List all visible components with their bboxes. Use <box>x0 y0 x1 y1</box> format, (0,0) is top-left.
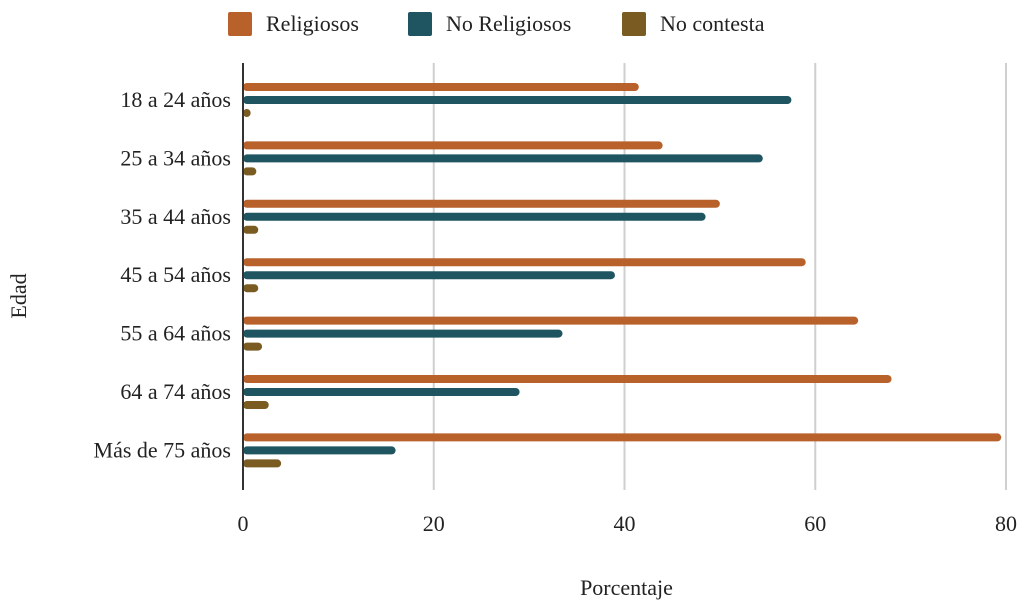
bar-no-contesta-35-a-44-anos <box>243 225 259 234</box>
x-tick-label-80: 80 <box>995 511 1017 536</box>
x-tick-label-20: 20 <box>423 511 445 536</box>
legend: Religiosos No Religiosos No contesta <box>0 8 1023 40</box>
bar-no-religiosos-25-a-34-anos <box>243 154 763 163</box>
category-labels: 18 a 24 años 25 a 34 años 35 a 44 años 45 a… <box>94 87 231 462</box>
bar-no-contesta-55-a-64-anos <box>243 342 263 351</box>
y-axis-title: Edad <box>6 273 31 318</box>
bar-no-religiosos-64-a-74-anos <box>243 388 520 396</box>
legend-item-religiosos: Religiosos <box>228 8 359 40</box>
bar-no-religiosos-55-a-64-anos <box>243 329 563 338</box>
legend-label-no-contesta: No contesta <box>660 11 765 36</box>
x-tick-label-40: 40 <box>614 511 636 536</box>
bar-religiosos-18-a-24-anos <box>243 83 639 91</box>
bar-no-contesta-18-a-24-anos <box>243 109 251 117</box>
x-axis-title: Porcentaje <box>580 575 673 600</box>
bar-religiosos-25-a-34-anos <box>243 141 663 150</box>
bars <box>243 83 1002 468</box>
x-tick-label-60: 60 <box>804 511 826 536</box>
bar-no-contesta-64-a-74-anos <box>243 401 269 409</box>
legend-swatch-no-contesta <box>622 12 646 36</box>
bar-no-religiosos-mas-de-75-anos <box>243 446 396 455</box>
legend-swatch-religiosos <box>228 12 252 36</box>
legend-label-religiosos: Religiosos <box>266 11 359 36</box>
category-label-18-a-24-anos: 18 a 24 años <box>120 87 231 112</box>
category-label-25-a-34-anos: 25 a 34 años <box>120 145 231 170</box>
bar-religiosos-55-a-64-anos <box>243 316 859 325</box>
x-tick-label-0: 0 <box>238 511 249 536</box>
bar-no-religiosos-18-a-24-anos <box>243 96 792 104</box>
bar-no-contesta-25-a-34-anos <box>243 167 257 176</box>
bar-no-religiosos-45-a-54-anos <box>243 271 615 280</box>
legend-swatch-no-religiosos <box>408 12 432 36</box>
bar-no-contesta-mas-de-75-anos <box>243 459 282 468</box>
category-label-45-a-54-anos: 45 a 54 años <box>120 262 231 287</box>
gridlines <box>432 63 1007 490</box>
category-label-mas-de-75-anos: Más de 75 años <box>94 437 231 462</box>
legend-item-no-religiosos: No Religiosos <box>408 8 571 40</box>
bar-religiosos-mas-de-75-anos <box>243 433 1002 442</box>
category-label-35-a-44-anos: 35 a 44 años <box>120 204 231 229</box>
tick-labels: 0 20 40 60 80 <box>238 511 1018 536</box>
bar-religiosos-45-a-54-anos <box>243 258 806 267</box>
legend-item-no-contesta: No contesta <box>622 8 764 40</box>
bar-no-religiosos-35-a-44-anos <box>243 212 706 221</box>
legend-label-no-religiosos: No Religiosos <box>446 11 572 36</box>
bar-religiosos-64-a-74-anos <box>243 375 892 383</box>
bar-religiosos-35-a-44-anos <box>243 199 720 208</box>
bar-no-contesta-45-a-54-anos <box>243 284 259 293</box>
category-label-55-a-64-anos: 55 a 64 años <box>120 321 231 346</box>
category-label-64-a-74-anos: 64 a 74 años <box>120 379 231 404</box>
